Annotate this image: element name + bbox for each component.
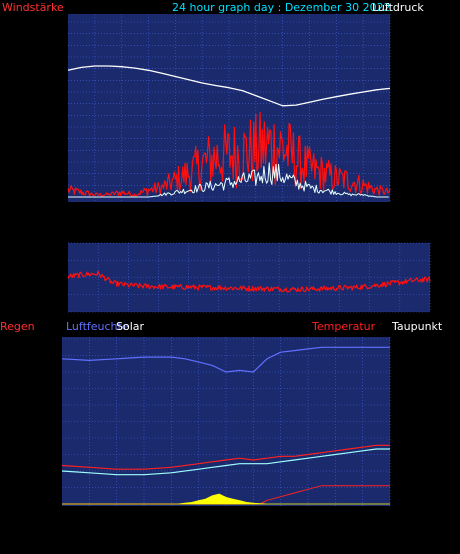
humidity-series-line — [61, 346, 390, 373]
luftfeuchte-label: Luftfeuchte — [66, 320, 129, 333]
wind-series-line — [67, 111, 391, 198]
windstaerke-label: Windstärke — [2, 1, 64, 14]
temperatur-label: Temperatur — [311, 320, 376, 333]
temperature-series-line — [61, 444, 390, 470]
solar-series-area — [62, 493, 390, 505]
chart-title: 24 hour graph day : Dezember 30 2022 — [172, 1, 391, 14]
taupunkt-label: Taupunkt — [391, 320, 443, 333]
luftdruck-label: Luftdruck — [372, 1, 424, 14]
solar-label: Solar — [116, 320, 145, 333]
rain-series-line — [62, 485, 390, 505]
pressure-series-line — [67, 65, 391, 107]
gust-series-line — [68, 162, 389, 198]
dewpoint-series-line — [61, 448, 390, 476]
wind-direction-series-line — [67, 270, 431, 293]
regen-label: Regen — [0, 320, 35, 333]
